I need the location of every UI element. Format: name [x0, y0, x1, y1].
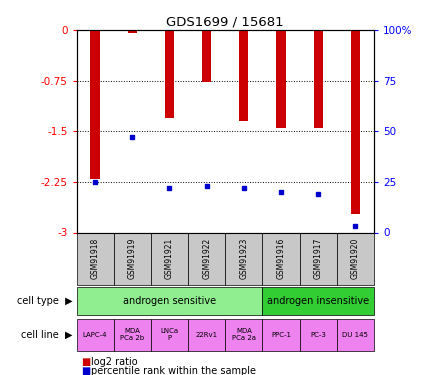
- Bar: [351, 30, 360, 214]
- Text: percentile rank within the sample: percentile rank within the sample: [91, 366, 256, 375]
- Text: cell line  ▶: cell line ▶: [21, 330, 72, 340]
- Bar: [202, 30, 211, 82]
- Bar: [262, 319, 300, 351]
- Bar: [76, 286, 262, 315]
- Title: GDS1699 / 15681: GDS1699 / 15681: [167, 16, 284, 29]
- Bar: [128, 30, 137, 33]
- Text: GSM91918: GSM91918: [91, 238, 99, 279]
- Text: androgen insensitive: androgen insensitive: [267, 296, 369, 306]
- Text: log2 ratio: log2 ratio: [91, 357, 138, 367]
- Text: ■: ■: [81, 357, 90, 367]
- Bar: [300, 319, 337, 351]
- Text: DU 145: DU 145: [343, 332, 368, 338]
- Text: MDA
PCa 2a: MDA PCa 2a: [232, 328, 256, 341]
- Text: cell type  ▶: cell type ▶: [17, 296, 72, 306]
- Bar: [337, 319, 374, 351]
- Text: 22Rv1: 22Rv1: [196, 332, 218, 338]
- Bar: [113, 319, 151, 351]
- Text: PC-3: PC-3: [310, 332, 326, 338]
- Bar: [337, 232, 374, 285]
- Bar: [188, 232, 225, 285]
- Bar: [113, 232, 151, 285]
- Bar: [91, 30, 100, 178]
- Text: GSM91920: GSM91920: [351, 238, 360, 279]
- Bar: [76, 232, 113, 285]
- Bar: [225, 319, 262, 351]
- Bar: [314, 30, 323, 128]
- Text: GSM91919: GSM91919: [128, 238, 137, 279]
- Bar: [76, 319, 113, 351]
- Bar: [239, 30, 249, 121]
- Bar: [300, 232, 337, 285]
- Bar: [262, 286, 374, 315]
- Text: GSM91923: GSM91923: [239, 238, 248, 279]
- Bar: [151, 319, 188, 351]
- Text: GSM91917: GSM91917: [314, 238, 323, 279]
- Text: GSM91922: GSM91922: [202, 238, 211, 279]
- Text: LAPC-4: LAPC-4: [83, 332, 108, 338]
- Bar: [262, 232, 300, 285]
- Text: PPC-1: PPC-1: [271, 332, 291, 338]
- Bar: [151, 232, 188, 285]
- Text: androgen sensitive: androgen sensitive: [123, 296, 216, 306]
- Text: GSM91921: GSM91921: [165, 238, 174, 279]
- Text: MDA
PCa 2b: MDA PCa 2b: [120, 328, 144, 341]
- Text: GSM91916: GSM91916: [277, 238, 286, 279]
- Bar: [165, 30, 174, 118]
- Text: LNCa
P: LNCa P: [160, 328, 178, 341]
- Bar: [276, 30, 286, 128]
- Bar: [225, 232, 262, 285]
- Text: ■: ■: [81, 366, 90, 375]
- Bar: [188, 319, 225, 351]
